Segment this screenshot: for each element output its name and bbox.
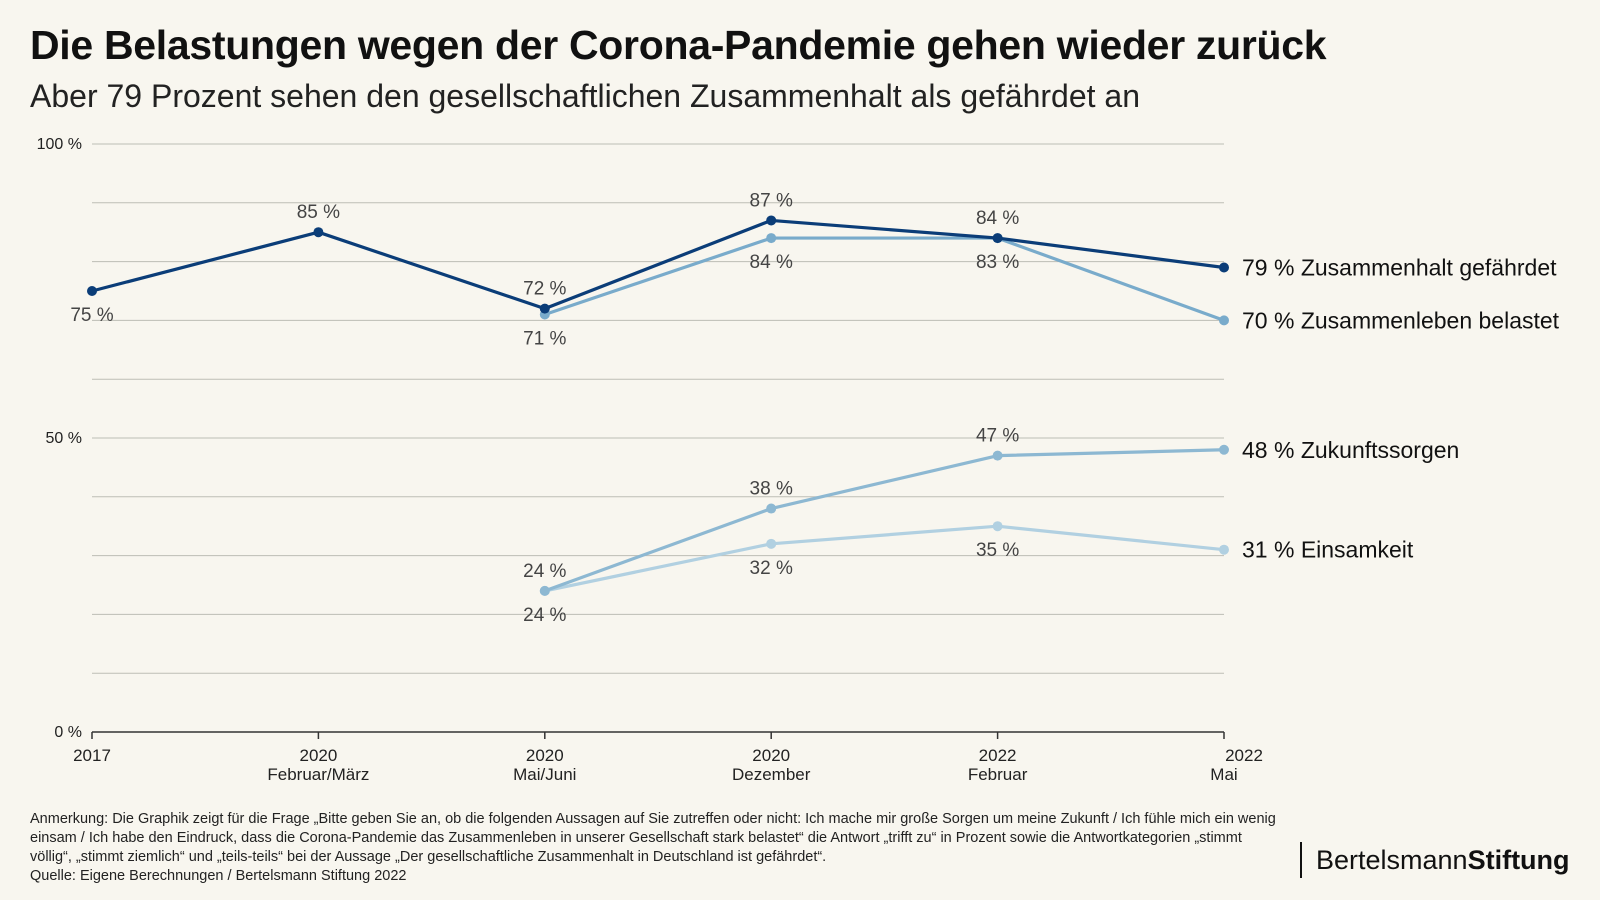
bertelsmann-stiftung-logo: BertelsmannStiftung [1300,842,1570,878]
x-tick-sublabel: Dezember [732,765,811,784]
data-label: 47 % [976,426,1019,447]
data-label: 85 % [297,202,340,223]
data-label: 71 % [523,329,566,350]
footnote: Anmerkung: Die Graphik zeigt für die Fra… [30,810,1280,886]
data-point [1219,262,1229,273]
line-chart: 0 %50 %100 % 2017 2020Februar/März2020Mai… [37,136,1560,784]
data-point [539,303,550,314]
data-point [1219,544,1229,555]
data-point [766,503,777,514]
x-tick-sublabel: Mai [1210,765,1237,784]
y-tick-label: 0 % [54,724,82,741]
data-label: 24 % [523,605,566,626]
logo-part-1: Bertelsmann [1316,845,1468,875]
x-tick-label: 2020 [752,746,790,765]
data-point [1219,444,1229,455]
data-point [313,227,324,238]
data-labels: 75 % 85 % 72 % 87 % 84 % 79 % Zusammenhalt ge… [70,190,1559,625]
data-label: 75 % [70,305,113,326]
series-label: 31 % Einsamkeit [1242,537,1414,563]
data-label: 84 % [750,252,793,273]
data-point [992,450,1003,461]
series-line [91,218,1225,311]
x-tick-label: 2022 [1225,746,1263,765]
x-tick-label: 2020 [299,746,337,765]
x-tick-sublabel: Februar [968,765,1028,784]
x-tick-label: 2017 [73,746,111,765]
x-tick-label: 2022 [979,746,1017,765]
data-point [766,215,777,226]
series-label: 70 % Zusammenleben belastet [1242,307,1560,333]
data-label: 35 % [976,540,1019,561]
logo-part-2: Stiftung [1467,845,1570,875]
x-axis: 2017 2020Februar/März2020Mai/Juni2020Deze… [73,731,1263,784]
data-label: 87 % [750,190,793,211]
y-tick-label: 50 % [46,430,82,447]
series-line [544,236,1225,322]
series-line [544,524,1225,593]
chart-title: Die Belastungen wegen der Corona-Pandemi… [30,22,1327,68]
data-point [766,233,777,244]
data-point [539,585,550,596]
footnote-source: Quelle: Eigene Berechnungen / Bertelsman… [30,868,407,884]
chart-subtitle: Aber 79 Prozent sehen den gesellschaftli… [30,78,1141,114]
data-label: 84 % [976,208,1019,229]
data-label: 83 % [976,252,1019,273]
series-line [544,448,1225,593]
x-tick-sublabel: Mai/Juni [513,765,576,784]
data-label: 38 % [750,479,793,500]
footnote-text: Anmerkung: Die Graphik zeigt für die Fra… [30,811,1276,865]
data-point [766,538,777,549]
data-label: 24 % [523,561,566,582]
data-point [992,233,1003,244]
data-point [87,286,97,296]
data-point [1219,315,1229,326]
y-tick-label: 100 % [37,136,82,153]
y-axis-ticks: 0 % 50 % 100 % [37,136,82,741]
x-tick-sublabel: Februar/März [267,765,369,784]
data-point [992,521,1003,532]
series-label: 79 % Zusammenhalt gefährdet [1242,254,1557,280]
series-lines [87,215,1229,596]
grid-lines [92,143,1224,674]
x-tick-label: 2020 [526,746,564,765]
data-label: 32 % [750,558,793,579]
data-label: 72 % [523,279,566,300]
series-label: 48 % Zukunftssorgen [1242,437,1459,463]
